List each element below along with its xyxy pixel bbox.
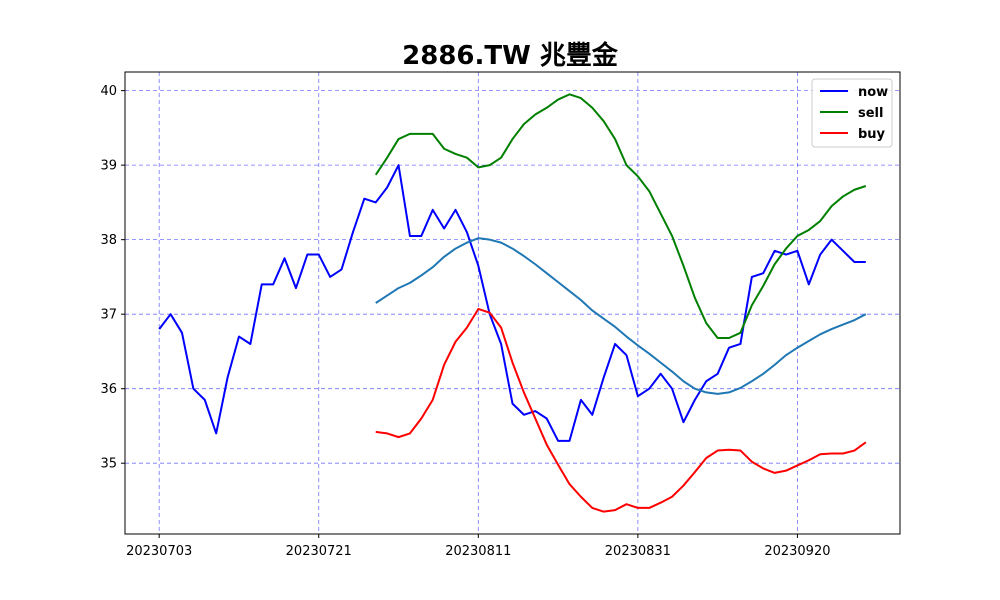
series-line-now <box>158 164 866 442</box>
axis-layer: 35 36 37 38 39 40 20230703 20230721 20230811 2023… <box>100 84 830 559</box>
y-tick-label: 35 <box>100 457 117 472</box>
legend-box <box>811 78 893 148</box>
x-tick-label: 20230920 <box>764 544 830 559</box>
legend-label-now: now <box>858 85 888 100</box>
y-tick-label: 39 <box>100 159 117 174</box>
x-tick-label: 20230703 <box>126 544 192 559</box>
chart-title: 2886.TW 兆豐金 <box>402 40 619 71</box>
y-tick-label: 38 <box>100 233 117 248</box>
plot-frame <box>124 71 901 535</box>
y-tick-label: 36 <box>100 382 117 397</box>
y-tick-label: 40 <box>100 84 117 99</box>
grid-layer <box>125 72 900 534</box>
x-tick-label: 20230811 <box>445 544 511 559</box>
x-tick-label: 20230721 <box>286 544 352 559</box>
series-layer <box>158 93 867 513</box>
series-line-sell <box>374 93 867 340</box>
legend: now sell buy <box>811 78 893 148</box>
legend-label-buy: buy <box>858 127 886 142</box>
series-line-buy <box>375 307 867 513</box>
y-tick-label: 37 <box>100 308 117 323</box>
x-tick-label: 20230831 <box>605 544 671 559</box>
series-line-ma <box>375 237 867 395</box>
legend-label-sell: sell <box>858 106 883 121</box>
